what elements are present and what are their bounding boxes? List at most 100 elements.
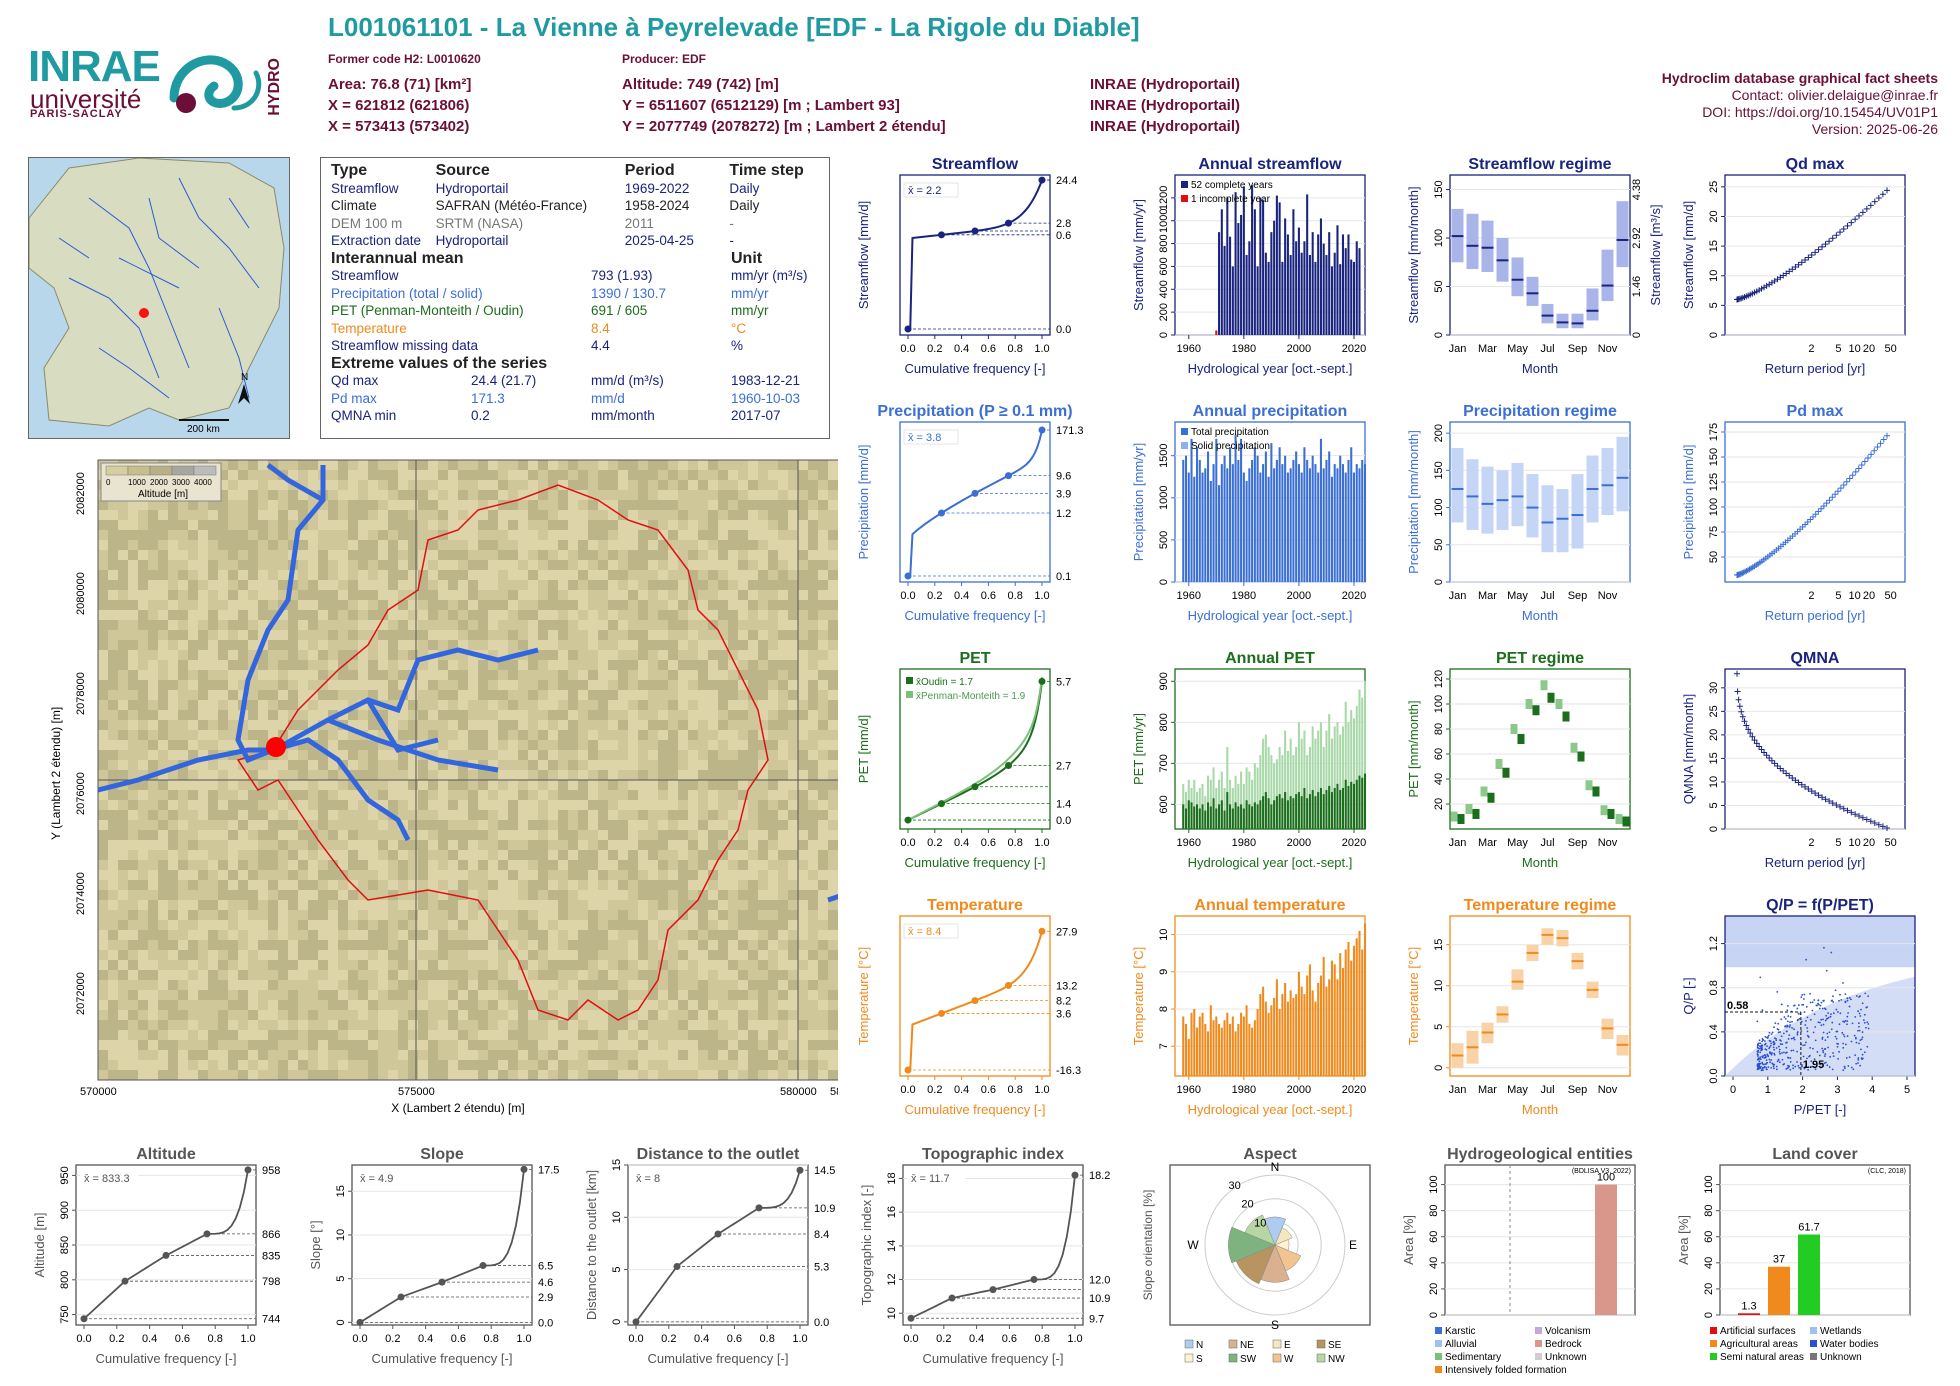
terrain-cell [548, 480, 558, 490]
terrain-cell [438, 800, 448, 810]
terrain-cell [218, 760, 228, 770]
terrain-cell [778, 570, 788, 580]
terrain-cell [778, 1070, 788, 1080]
terrain-cell [738, 830, 748, 840]
terrain-cell [688, 1040, 698, 1050]
terrain-cell [398, 600, 408, 610]
terrain-cell [308, 960, 318, 970]
terrain-cell [748, 580, 758, 590]
terrain-cell [648, 630, 658, 640]
terrain-cell [608, 950, 618, 960]
bar [1278, 202, 1281, 335]
terrain-cell [778, 510, 788, 520]
terrain-cell [808, 870, 818, 880]
terrain-cell [698, 810, 708, 820]
terrain-cell [788, 680, 798, 690]
terrain-cell [138, 910, 148, 920]
terrain-cell [748, 750, 758, 760]
terrain-cell [778, 780, 788, 790]
terrain-cell [788, 1070, 798, 1080]
terrain-cell [298, 530, 308, 540]
terrain-cell [678, 830, 688, 840]
terrain-cell [278, 890, 288, 900]
terrain-cell [438, 480, 448, 490]
terrain-cell [538, 680, 548, 690]
terrain-cell [378, 860, 388, 870]
terrain-cell [278, 680, 288, 690]
terrain-cell [628, 1070, 638, 1080]
terrain-cell [238, 840, 248, 850]
contact[interactable]: Contact: olivier.delaigue@inrae.fr [1731, 87, 1938, 103]
terrain-cell [338, 1020, 348, 1030]
terrain-cell [328, 480, 338, 490]
terrain-cell [708, 750, 718, 760]
terrain-cell [758, 900, 768, 910]
terrain-cell [528, 1040, 538, 1050]
terrain-cell [348, 680, 358, 690]
terrain-cell [508, 720, 518, 730]
terrain-cell [578, 640, 588, 650]
terrain-cell [178, 880, 188, 890]
terrain-cell [158, 730, 168, 740]
terrain-cell [108, 940, 118, 950]
terrain-cell [458, 750, 468, 760]
terrain-cell [268, 840, 278, 850]
terrain-cell [648, 500, 658, 510]
terrain-cell [508, 490, 518, 500]
terrain-cell [468, 870, 478, 880]
terrain-cell [538, 820, 548, 830]
terrain-cell [678, 590, 688, 600]
terrain-cell [208, 1040, 218, 1050]
y-tick-label: 400 [1158, 280, 1170, 298]
terrain-cell [448, 500, 458, 510]
terrain-cell [218, 570, 228, 580]
terrain-cell [598, 500, 608, 510]
terrain-cell [558, 990, 568, 1000]
terrain-cell [118, 630, 128, 640]
terrain-cell [768, 460, 778, 470]
terrain-cell [368, 930, 378, 940]
terrain-cell [438, 660, 448, 670]
terrain-cell [588, 750, 598, 760]
terrain-cell [328, 700, 338, 710]
terrain-cell [728, 990, 738, 1000]
terrain-cell [308, 550, 318, 560]
terrain-cell [318, 840, 328, 850]
terrain-cell [368, 940, 378, 950]
terrain-cell [798, 970, 808, 980]
terrain-cell [458, 860, 468, 870]
terrain-cell [598, 940, 608, 950]
terrain-cell [158, 750, 168, 760]
terrain-cell [158, 1010, 168, 1020]
terrain-cell [158, 1050, 168, 1060]
terrain-cell [768, 730, 778, 740]
terrain-cell [808, 720, 818, 730]
terrain-cell [578, 850, 588, 860]
terrain-cell [638, 720, 648, 730]
terrain-cell [728, 820, 738, 830]
doi-link[interactable]: DOI: https://doi.org/10.15454/UV01P1 [1702, 104, 1938, 120]
terrain-cell [308, 1030, 318, 1040]
terrain-cell [228, 690, 238, 700]
terrain-cell [608, 620, 618, 630]
terrain-cell [628, 490, 638, 500]
terrain-cell [608, 760, 618, 770]
terrain-cell [578, 740, 588, 750]
terrain-cell [648, 830, 658, 840]
terrain-cell [138, 520, 148, 530]
terrain-cell [728, 870, 738, 880]
terrain-cell [668, 530, 678, 540]
terrain-cell [688, 890, 698, 900]
terrain-cell [358, 960, 368, 970]
terrain-cell [408, 1070, 418, 1080]
terrain-cell [668, 560, 678, 570]
terrain-cell [448, 910, 458, 920]
terrain-cell [498, 910, 508, 920]
terrain-cell [298, 610, 308, 620]
terrain-cell [588, 730, 598, 740]
terrain-cell [448, 880, 458, 890]
terrain-cell [778, 930, 788, 940]
terrain-cell [568, 1030, 578, 1040]
terrain-cell [798, 870, 808, 880]
terrain-cell [198, 590, 208, 600]
